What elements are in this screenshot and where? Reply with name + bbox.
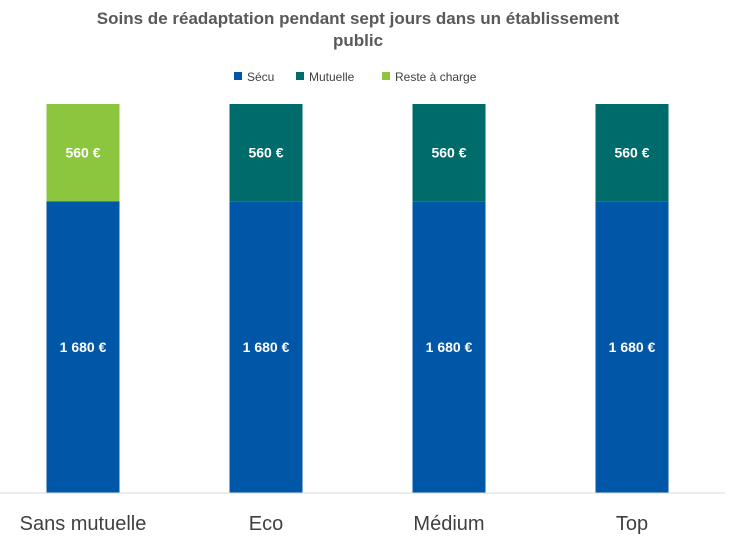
category-label: Médium — [413, 513, 484, 535]
bar-segment — [229, 201, 303, 493]
category-labels: Sans mutuelle Eco Médium Top — [20, 513, 649, 535]
legend-label: Sécu — [247, 70, 274, 84]
legend-label: Mutuelle — [309, 70, 355, 84]
bar-segment — [595, 104, 669, 202]
data-label: 1 680 € — [426, 339, 473, 355]
chart-legend: Sécu Mutuelle Reste à charge — [234, 70, 477, 84]
data-label: 560 € — [431, 145, 466, 161]
data-label: 560 € — [248, 145, 283, 161]
bar-segment — [229, 104, 303, 202]
legend-swatch — [296, 72, 304, 80]
data-label: 1 680 € — [609, 339, 656, 355]
legend-label: Reste à charge — [395, 70, 477, 84]
data-label: 1 680 € — [60, 339, 107, 355]
data-label: 1 680 € — [243, 339, 290, 355]
category-label: Sans mutuelle — [20, 513, 147, 535]
bar-segment — [46, 104, 120, 202]
category-label: Eco — [249, 513, 283, 535]
bar-segment — [412, 201, 486, 493]
legend-swatch — [234, 72, 242, 80]
legend-swatch — [382, 72, 390, 80]
bars: 1 680 € 560 € 1 680 € 560 € 1 680 € 560 € 1 68… — [46, 104, 669, 493]
data-label: 560 € — [614, 145, 649, 161]
chart-title-line: public — [333, 31, 383, 50]
bar-segment — [412, 104, 486, 202]
chart-title-line: Soins de réadaptation pendant sept jours… — [97, 9, 620, 28]
chart-title: Soins de réadaptation pendant sept jours… — [97, 9, 620, 50]
bar-segment — [595, 201, 669, 493]
bar-segment — [46, 201, 120, 493]
data-label: 560 € — [65, 145, 100, 161]
category-label: Top — [616, 513, 648, 535]
